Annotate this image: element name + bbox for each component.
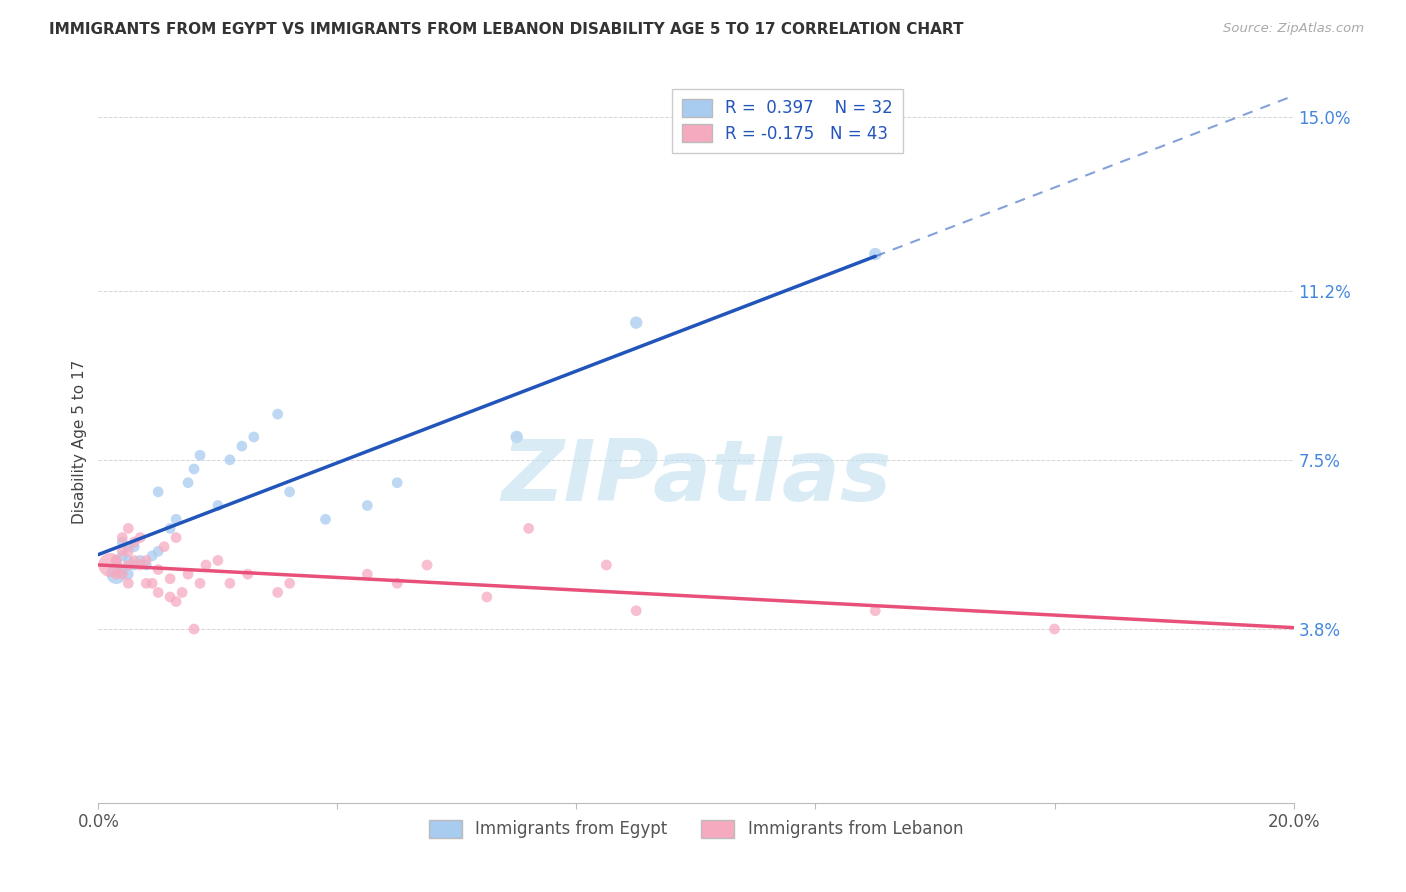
Point [124, 535, 146, 549]
Point [207, 499, 229, 513]
Point [129, 558, 152, 572]
Point [188, 448, 211, 462]
Point [135, 576, 157, 591]
Point [141, 576, 163, 591]
Point [865, 247, 887, 261]
Point [105, 567, 128, 582]
Point [111, 567, 134, 582]
Point [135, 553, 157, 567]
Point [475, 590, 498, 604]
Point [159, 521, 181, 535]
Point [595, 558, 617, 572]
Point [278, 484, 301, 499]
Point [117, 521, 139, 535]
Point [865, 604, 887, 618]
Point [165, 531, 187, 545]
Point [159, 572, 181, 586]
Point [172, 585, 194, 599]
Legend: Immigrants from Egypt, Immigrants from Lebanon: Immigrants from Egypt, Immigrants from L… [422, 813, 970, 845]
Point [385, 576, 409, 591]
Text: ZIPatlas: ZIPatlas [501, 436, 891, 519]
Point [626, 316, 648, 330]
Point [267, 585, 290, 599]
Point [124, 553, 146, 567]
Point [117, 558, 139, 572]
Point [141, 549, 163, 563]
Point [98, 558, 122, 572]
Point [159, 590, 181, 604]
Point [506, 430, 529, 444]
Point [153, 540, 176, 554]
Point [148, 484, 170, 499]
Point [165, 594, 187, 608]
Point [148, 585, 170, 599]
Point [105, 553, 128, 567]
Point [219, 576, 242, 591]
Point [356, 499, 378, 513]
Point [165, 512, 187, 526]
Point [315, 512, 337, 526]
Point [117, 567, 139, 582]
Point [105, 553, 128, 567]
Text: IMMIGRANTS FROM EGYPT VS IMMIGRANTS FROM LEBANON DISABILITY AGE 5 TO 17 CORRELAT: IMMIGRANTS FROM EGYPT VS IMMIGRANTS FROM… [49, 22, 963, 37]
Point [385, 475, 409, 490]
Point [117, 553, 139, 567]
Point [188, 576, 211, 591]
Point [231, 439, 253, 453]
Point [117, 540, 139, 554]
Point [148, 563, 170, 577]
Point [243, 430, 266, 444]
Point [207, 553, 229, 567]
Point [177, 475, 200, 490]
Point [111, 535, 134, 549]
Point [129, 531, 152, 545]
Point [177, 567, 200, 582]
Point [111, 549, 134, 563]
Point [117, 576, 139, 591]
Text: Source: ZipAtlas.com: Source: ZipAtlas.com [1223, 22, 1364, 36]
Point [267, 407, 290, 421]
Point [148, 544, 170, 558]
Point [183, 462, 205, 476]
Point [135, 558, 157, 572]
Point [124, 540, 146, 554]
Point [111, 544, 134, 558]
Point [416, 558, 439, 572]
Point [195, 558, 218, 572]
Point [278, 576, 301, 591]
Y-axis label: Disability Age 5 to 17: Disability Age 5 to 17 [72, 359, 87, 524]
Point [236, 567, 259, 582]
Point [124, 558, 146, 572]
Point [117, 544, 139, 558]
Point [129, 553, 152, 567]
Point [626, 604, 648, 618]
Point [183, 622, 205, 636]
Point [111, 563, 134, 577]
Point [105, 567, 128, 582]
Point [111, 531, 134, 545]
Point [356, 567, 378, 582]
Point [1043, 622, 1066, 636]
Point [517, 521, 540, 535]
Point [219, 453, 242, 467]
